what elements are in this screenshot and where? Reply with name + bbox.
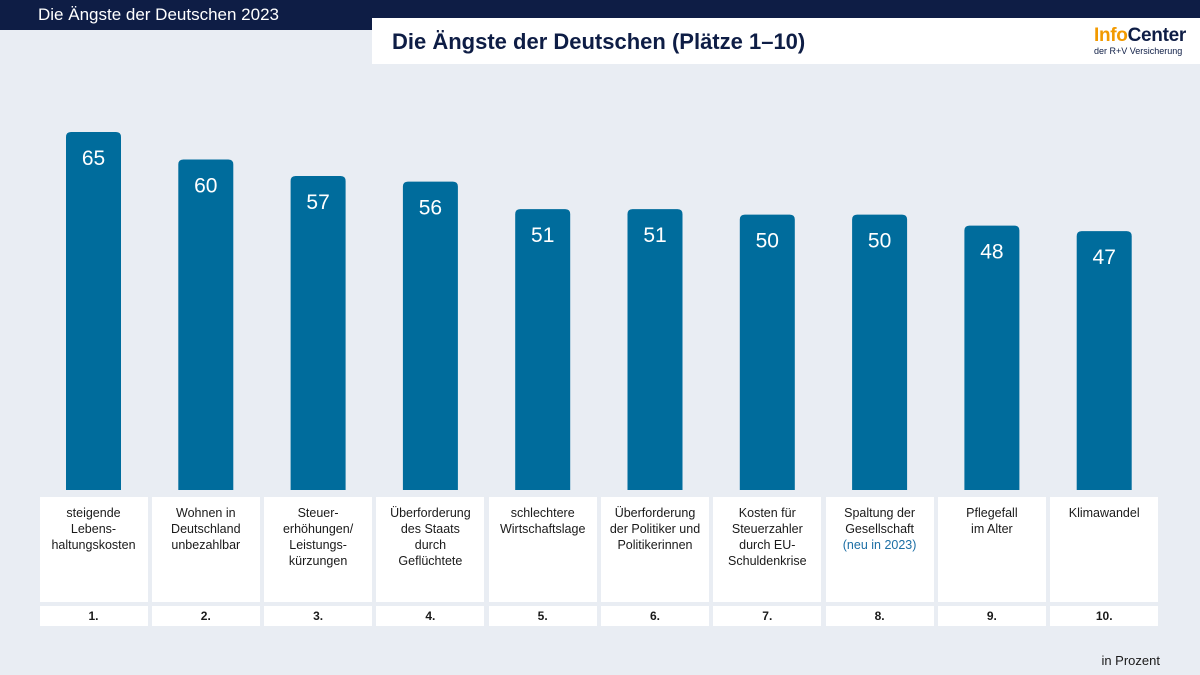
- category-label-10: Klimawandel: [1050, 497, 1159, 602]
- rank-label-6: 6.: [601, 606, 709, 626]
- category-label-line: Klimawandel: [1068, 506, 1140, 520]
- chart-title: Die Ängste der Deutschen (Plätze 1–10): [392, 29, 806, 54]
- category-label-line: der Politiker und: [609, 522, 701, 536]
- rank-label-8: 8.: [825, 606, 934, 626]
- logo-subtitle: der R+V Versicherung: [1093, 46, 1183, 56]
- category-label-line: Spaltung der: [844, 506, 916, 520]
- bar-3: [290, 176, 346, 491]
- rank-label-2: 2.: [151, 606, 260, 626]
- bar-1: [66, 132, 121, 490]
- bar-2: [178, 159, 234, 491]
- category-label-line: haltungskosten: [51, 538, 136, 552]
- category-label-3: Steuer-erhöhungen/Leistungs-kürzungen: [264, 497, 373, 602]
- logo-info-text: Info: [1093, 25, 1128, 46]
- bar-10: [1076, 231, 1132, 490]
- bar-4: [402, 181, 458, 491]
- bar-9: [964, 225, 1020, 490]
- category-label-line: Überforderung: [614, 506, 696, 520]
- category-label-line: unbezahlbar: [171, 538, 241, 552]
- logo-center-text: Center: [1127, 25, 1187, 46]
- category-label-line: erhöhungen/: [282, 522, 354, 536]
- unit-note: in Prozent: [1101, 653, 1160, 668]
- category-label-7: Kosten für Steuerzahler durch EU- Schuldenk…: [713, 497, 822, 602]
- bar-6: [627, 209, 683, 490]
- bar-8: [852, 214, 908, 490]
- category-label-line: Steuer-: [297, 506, 339, 520]
- category-label-line: steigende: [66, 506, 121, 520]
- slide-title: Die Ängste der Deutschen 2023: [38, 5, 279, 24]
- category-label-line: Gesellschaft: [845, 522, 914, 536]
- category-label-line: Lebens-: [70, 522, 117, 536]
- rank-label-10: 10.: [1050, 606, 1159, 626]
- bar-value-label: 50: [756, 230, 779, 253]
- category-label-line: Überforderung: [390, 506, 471, 520]
- category-label-line: kürzungen: [288, 554, 348, 568]
- bar-value-label: 50: [868, 230, 891, 253]
- rank-label-7: 7.: [713, 606, 822, 626]
- bar-7: [739, 214, 795, 490]
- category-label-6: Überforderung der Politiker und Politikeri…: [601, 497, 709, 602]
- bar-value-label: 48: [980, 241, 1003, 264]
- bar-value-label: 65: [82, 147, 105, 170]
- category-label-9: Pflegefall im Alter: [937, 497, 1046, 602]
- bar-value-label: 57: [306, 191, 329, 214]
- category-label-line: Schuldenkrise: [728, 554, 807, 568]
- logo-wordmark: InfoCenter: [1094, 26, 1186, 45]
- category-label-line: Leistungs-: [289, 538, 347, 552]
- rank-label-1: 1.: [39, 606, 148, 626]
- category-label-line: des Staats: [400, 522, 460, 536]
- title-panel: Die Ängste der Deutschen (Plätze 1–10) I…: [372, 18, 1200, 64]
- category-label-line: Geflüchtete: [398, 554, 463, 568]
- infocenter-logo: InfoCenter der R+V Versicherung: [1094, 26, 1186, 57]
- bar-value-label: 51: [643, 224, 666, 247]
- category-label-line: Steuerzahler: [731, 522, 803, 536]
- category-label-1: steigende Lebens-haltungskosten: [39, 497, 148, 602]
- rank-label-4: 4.: [376, 606, 485, 626]
- category-label-4: Überforderung des Staats durch Geflüchtete: [376, 497, 485, 602]
- category-label-line: im Alter: [971, 522, 1013, 536]
- category-label-line: Deutschland: [171, 522, 241, 536]
- category-label-8: Spaltung der Gesellschaft (neu in 2023): [825, 497, 934, 602]
- category-label-line: durch EU-: [739, 538, 796, 552]
- bar-5: [515, 209, 571, 490]
- bar-value-label: 47: [1093, 246, 1116, 269]
- category-label-line: Pflegefall: [966, 506, 1018, 520]
- category-note: (neu in 2023): [842, 538, 917, 552]
- category-label-5: schlechtere Wirtschaftslage: [488, 497, 597, 602]
- category-label-2: Wohnen in Deutschland unbezahlbar: [151, 497, 260, 602]
- category-label-line: Politikerinnen: [617, 538, 693, 552]
- category-label-line: Wirtschaftslage: [499, 522, 586, 536]
- bar-value-label: 60: [194, 175, 217, 198]
- rank-label-5: 5.: [488, 606, 597, 626]
- rank-label-9: 9.: [937, 606, 1046, 626]
- category-label-line: schlechtere: [510, 506, 575, 520]
- rank-label-3: 3.: [264, 606, 373, 626]
- category-label-line: durch: [414, 538, 447, 552]
- bar-value-label: 51: [531, 224, 554, 247]
- bar-value-label: 56: [419, 197, 442, 220]
- category-label-line: Kosten für: [738, 506, 796, 520]
- category-label-line: Wohnen in: [176, 506, 236, 520]
